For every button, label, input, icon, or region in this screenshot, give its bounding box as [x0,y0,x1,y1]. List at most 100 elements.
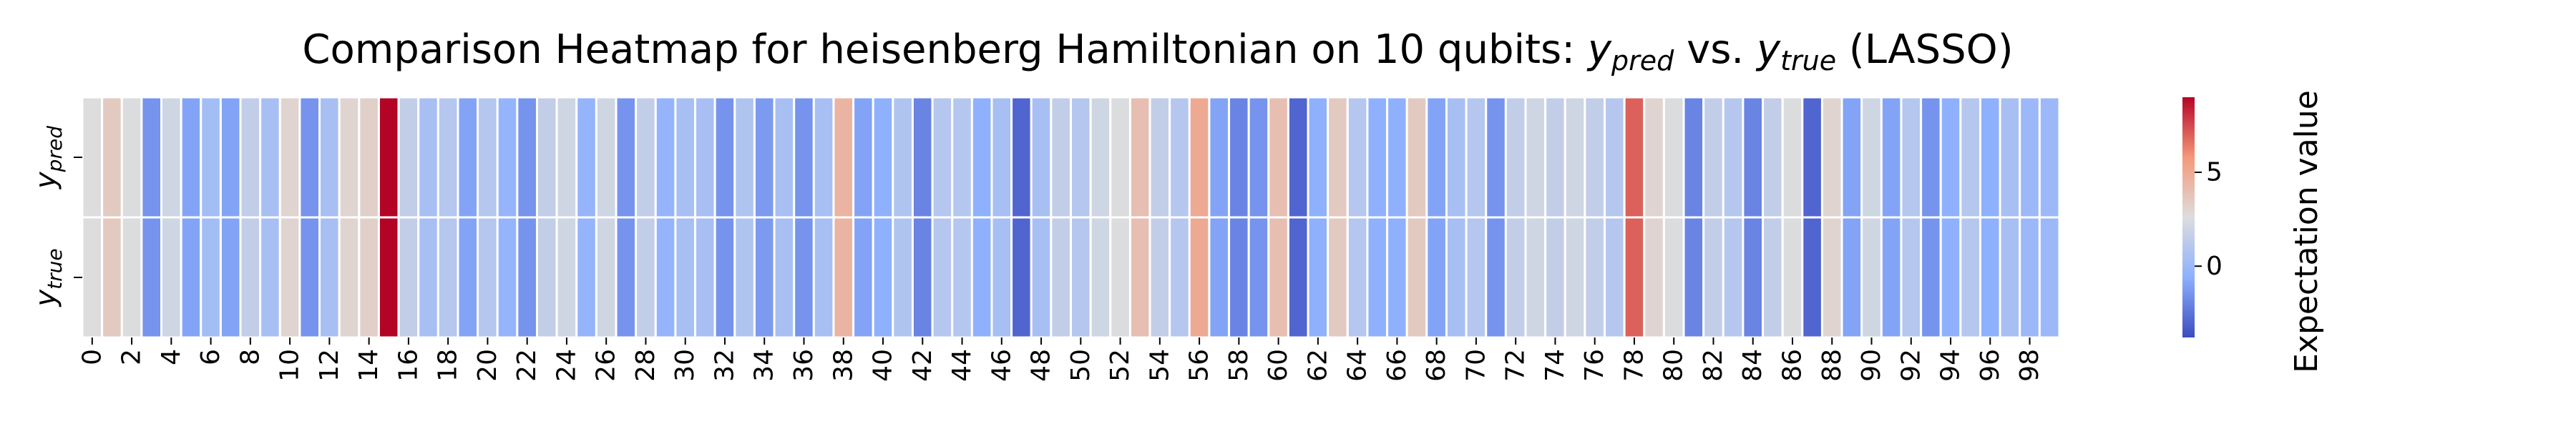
cell-true-61 [1287,216,1309,339]
cell-true-76 [1584,216,1606,339]
cell-pred-84 [1742,96,1765,219]
x-tick-label: 28 [631,349,660,382]
cell-pred-9 [259,96,281,219]
cell-pred-43 [931,96,954,219]
cell-true-42 [911,216,934,339]
cell-pred-64 [1346,96,1369,219]
y-tick-label: ypred [29,126,67,189]
cell-pred-94 [1939,96,1962,219]
cell-true-55 [1169,216,1191,339]
cell-true-10 [278,216,301,339]
cell-pred-18 [436,96,459,219]
cell-pred-30 [674,96,697,219]
cell-true-98 [2019,216,2041,339]
cell-true-17 [417,216,439,339]
cell-pred-79 [1643,96,1665,219]
cell-pred-51 [1089,96,1112,219]
cell-true-34 [753,216,776,339]
x-tick-label: 88 [1818,349,1847,382]
cell-pred-76 [1584,96,1606,219]
cell-true-54 [1148,216,1171,339]
cell-true-24 [555,216,578,339]
cell-true-32 [713,216,736,339]
cell-true-92 [1900,216,1923,339]
x-tick-label: 8 [235,349,265,365]
cell-true-9 [259,216,281,339]
cell-pred-2 [120,96,143,219]
cell-pred-28 [635,96,657,219]
cell-pred-24 [555,96,578,219]
x-tick-label: 62 [1303,349,1332,382]
x-tick-label: 38 [829,349,858,382]
cell-true-5 [180,216,203,339]
cell-true-59 [1247,216,1270,339]
colorbar-tick-label: 0 [2206,252,2223,281]
cell-true-11 [298,216,321,339]
x-tick-label: 60 [1264,349,1293,382]
cell-true-58 [1228,216,1250,339]
cell-true-16 [397,216,420,339]
cell-pred-48 [1030,96,1053,219]
cell-pred-96 [1979,96,2001,219]
cell-true-12 [318,216,341,339]
cell-true-83 [1722,216,1745,339]
x-tick-label: 30 [670,349,700,382]
cell-true-95 [1959,216,1981,339]
cell-pred-54 [1148,96,1171,219]
y-tick-label: ytrue [29,248,67,307]
title-suffix: (LASSO) [1836,26,2013,73]
cell-pred-33 [733,96,756,219]
cell-pred-89 [1840,96,1863,219]
cell-true-57 [1208,216,1231,339]
cell-pred-40 [872,96,894,219]
cell-pred-12 [318,96,341,219]
cell-pred-52 [1109,96,1131,219]
cell-pred-87 [1801,96,1823,219]
cell-true-30 [674,216,697,339]
cell-true-1 [101,216,123,339]
x-tick-label: 58 [1224,349,1254,382]
cell-pred-59 [1247,96,1270,219]
cell-pred-58 [1228,96,1250,219]
x-tick-label: 10 [275,349,305,382]
cell-true-81 [1682,216,1705,339]
cell-pred-70 [1465,96,1488,219]
x-tick-label: 16 [394,349,423,382]
cell-true-80 [1662,216,1685,339]
cell-pred-42 [911,96,934,219]
cell-true-33 [733,216,756,339]
cell-true-21 [496,216,519,339]
cell-pred-53 [1128,96,1151,219]
cell-pred-63 [1327,96,1349,219]
cell-true-44 [951,216,973,339]
cell-true-63 [1327,216,1349,339]
cell-pred-90 [1860,96,1883,219]
x-tick-label: 94 [1936,349,1966,382]
x-tick-label: 36 [789,349,819,382]
x-tick-label: 90 [1857,349,1886,382]
cell-true-74 [1544,216,1566,339]
cell-pred-56 [1188,96,1211,219]
cell-true-36 [793,216,815,339]
cell-pred-27 [615,96,638,219]
cell-pred-57 [1208,96,1231,219]
cell-pred-47 [1010,96,1033,219]
cell-pred-77 [1604,96,1626,219]
cell-true-68 [1425,216,1448,339]
cell-true-25 [575,216,597,339]
cell-pred-75 [1563,96,1586,219]
x-tick-label: 76 [1580,349,1609,382]
cell-true-89 [1840,216,1863,339]
cell-pred-85 [1762,96,1784,219]
cell-true-47 [1010,216,1033,339]
cell-true-67 [1405,216,1428,339]
cell-true-40 [872,216,894,339]
title-pred-symbol: y [1586,26,1612,73]
cell-true-72 [1504,216,1527,339]
cell-true-88 [1820,216,1843,339]
cell-true-91 [1880,216,1903,339]
x-tick-label: 74 [1541,349,1570,382]
title-true-subscript: true [1780,45,1836,77]
cell-true-22 [516,216,538,339]
